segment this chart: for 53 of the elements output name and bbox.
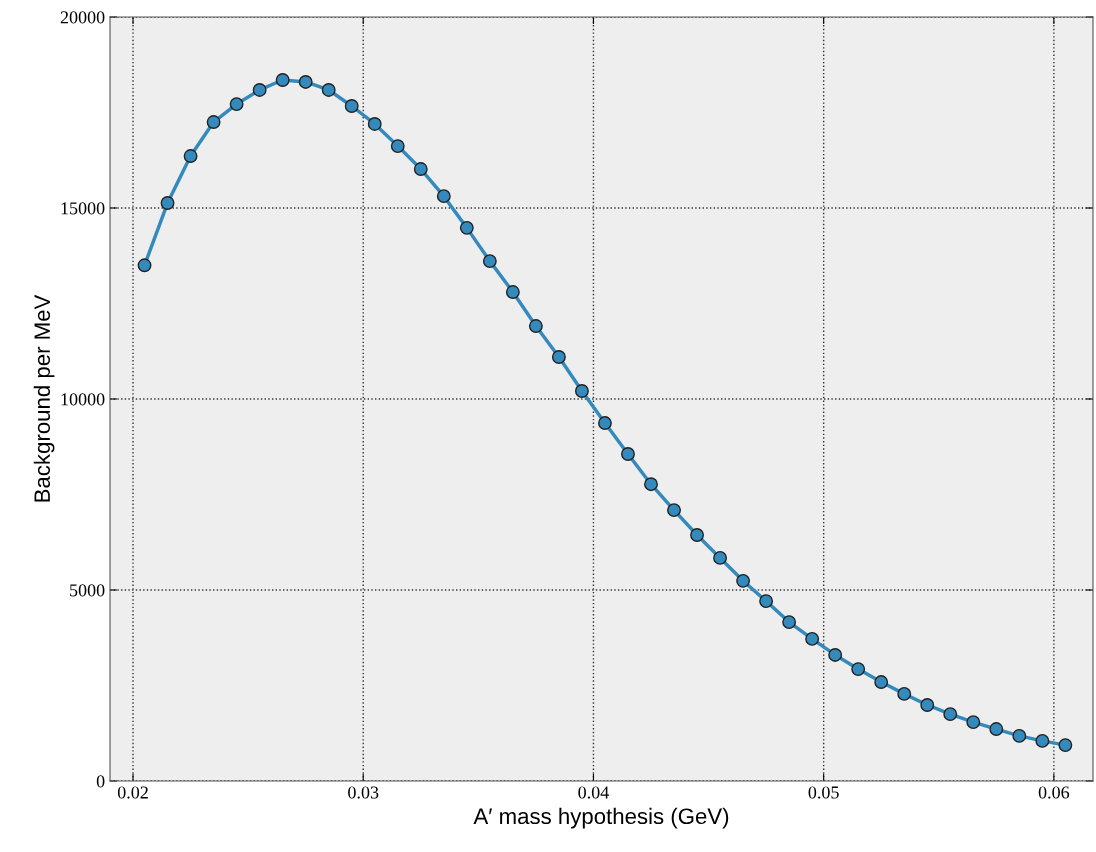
- point: [989, 722, 1004, 736]
- point: [183, 149, 198, 163]
- point: [782, 615, 797, 630]
- x-tick-label: 0.03: [348, 786, 379, 799]
- point: [436, 189, 451, 204]
- point: [528, 319, 543, 333]
- point: [206, 115, 221, 129]
- y-tick-label: 10000: [61, 393, 105, 406]
- point: [459, 220, 474, 235]
- point: [367, 117, 382, 131]
- point: [828, 647, 843, 662]
- point: [574, 384, 589, 398]
- point: [805, 631, 820, 646]
- point: [298, 74, 313, 89]
- point: [874, 675, 889, 690]
- point: [943, 707, 958, 722]
- point: [482, 254, 497, 269]
- x-tick-label: 0.05: [808, 786, 839, 799]
- point: [759, 594, 774, 609]
- point: [344, 99, 359, 113]
- point: [736, 573, 751, 588]
- y-axis-title: Background per MeV: [33, 294, 55, 502]
- point: [966, 715, 981, 730]
- point: [851, 662, 866, 677]
- point: [390, 139, 405, 154]
- point: [713, 550, 728, 565]
- point: [275, 73, 290, 87]
- point: [551, 350, 566, 364]
- point: [252, 83, 267, 97]
- y-tick-label: 15000: [61, 202, 105, 215]
- x-tick-label: 0.02: [117, 786, 148, 799]
- point: [505, 285, 520, 299]
- point: [621, 447, 635, 461]
- point: [598, 416, 612, 431]
- x-tick-label: 0.04: [578, 786, 609, 799]
- point: [897, 686, 912, 701]
- point: [413, 162, 428, 176]
- point: [920, 698, 935, 712]
- point: [160, 196, 175, 210]
- y-tick-label: 5000: [70, 584, 105, 597]
- x-axis-title: A′ mass hypothesis (GeV): [473, 807, 729, 829]
- point: [1058, 738, 1073, 753]
- point: [667, 503, 681, 518]
- point: [1012, 728, 1027, 743]
- point: [690, 528, 704, 542]
- point: [321, 83, 336, 97]
- y-tick-label: 20000: [60, 11, 105, 24]
- point: [1035, 733, 1050, 748]
- point: [137, 258, 152, 273]
- x-tick-label: 0.06: [1038, 786, 1070, 799]
- point: [644, 477, 658, 492]
- y-tick-label: 0: [96, 775, 105, 788]
- point: [229, 97, 244, 112]
